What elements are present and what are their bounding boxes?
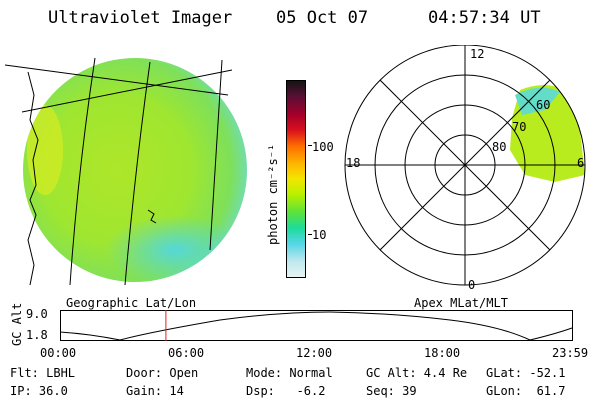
colorbar: [286, 80, 306, 278]
info-glon: GLon: 61.7: [486, 384, 566, 398]
apex-label: Apex MLat/MLT: [414, 296, 508, 310]
altitude-tick-9: 9.0: [26, 307, 48, 321]
bright-limb-region: [27, 105, 63, 195]
lat-label-80: 80: [492, 140, 507, 154]
colorbar-tick-10: 10: [312, 228, 327, 242]
polar-diagonal: [379, 79, 551, 251]
geographic-image: [4, 57, 247, 286]
info-seq: Seq: 39: [366, 384, 417, 398]
info-dsp: Dsp: -6.2: [246, 384, 326, 398]
time-tick-0000: 00:00: [40, 346, 77, 360]
time-tick-0600: 06:00: [168, 346, 205, 360]
mlt-label-0: 0: [468, 278, 476, 292]
time-tick-1200: 12:00: [296, 346, 333, 360]
mlt-label-12: 12: [470, 47, 485, 61]
time-tick-2359: 23:59: [552, 346, 589, 360]
date-label: 05 Oct 07: [276, 8, 369, 28]
colorbar-tickmark: [308, 145, 312, 146]
island-outline: [147, 209, 157, 224]
mlt-label-18: 18: [346, 156, 361, 170]
time-label: 04:57:34 UT: [428, 8, 541, 28]
colorbar-tick-100: 100: [312, 140, 334, 154]
info-mode: Mode: Normal: [246, 366, 333, 380]
altitude-curve: [60, 311, 573, 341]
mlt-label-6: 6: [577, 156, 585, 170]
info-ip: IP: 36.0: [10, 384, 68, 398]
app-title: Ultraviolet Imager: [48, 8, 233, 28]
geographic-label: Geographic Lat/Lon: [66, 296, 197, 310]
info-filter: Flt: LBHL: [10, 366, 76, 380]
colorbar-unit-label: photon cm⁻²s⁻¹: [266, 143, 280, 245]
polar-plot: [344, 45, 586, 286]
altitude-plot-frame: [60, 310, 573, 341]
coastline: [27, 71, 39, 286]
info-gc-alt: GC Alt: 4.4 Re: [366, 366, 468, 380]
auroral-cyan-edge: [515, 87, 560, 115]
lat-label-70: 70: [512, 120, 527, 134]
altitude-tick-1-8: 1.8: [26, 328, 48, 342]
lat-label-60: 60: [536, 98, 551, 112]
info-door: Door: Open: [126, 366, 199, 380]
altitude-axis-label: GC Alt: [10, 302, 24, 346]
altitude-plot: [60, 310, 573, 341]
time-tick-1800: 18:00: [424, 346, 461, 360]
lat-lon-grid: [4, 57, 233, 286]
colorbar-tickmark: [308, 234, 312, 235]
info-gain: Gain: 14: [126, 384, 184, 398]
info-glat: GLat: -52.1: [486, 366, 566, 380]
